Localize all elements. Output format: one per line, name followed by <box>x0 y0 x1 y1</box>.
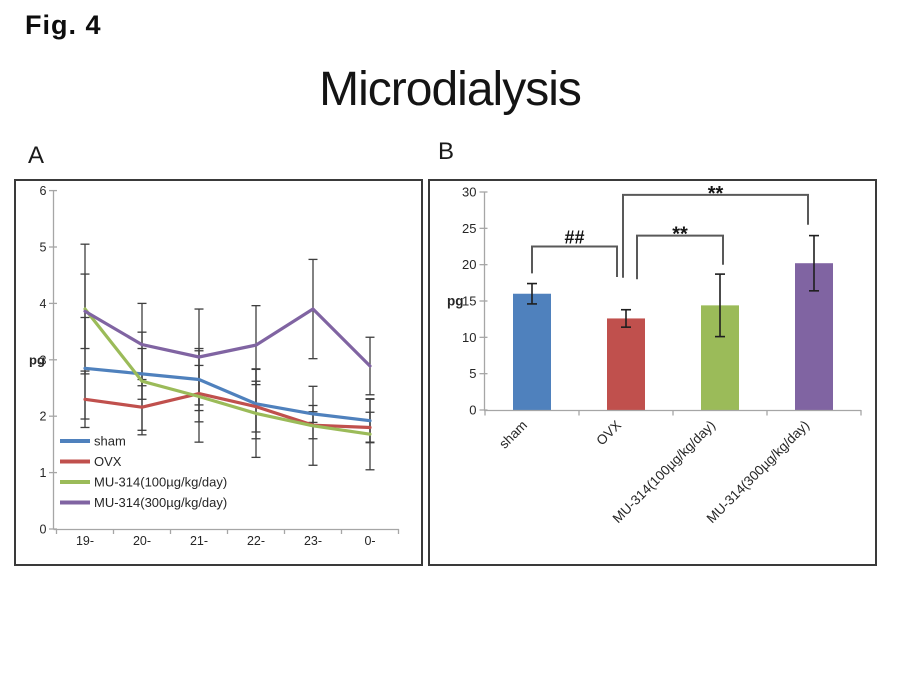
x-axis-label-OVX: OVX <box>593 418 624 449</box>
panel-b-letter: B <box>438 138 455 165</box>
panel-a-letter: A <box>28 142 45 169</box>
bar-OVX <box>607 318 645 410</box>
y-axis-tick-label: 3 <box>40 353 47 367</box>
significance-label: ## <box>564 228 584 248</box>
x-axis-label-MU-314(100µg/kg/day): MU-314(100µg/kg/day) <box>610 418 718 526</box>
significance-label: ** <box>708 183 724 205</box>
figure-number: Fig. 4 <box>25 10 102 40</box>
legend-label: MU-314(100µg/kg/day) <box>94 475 227 490</box>
y-axis-tick-label: 25 <box>462 221 476 236</box>
legend-item-MU-314(300µg/kg/day): MU-314(300µg/kg/day) <box>60 495 227 510</box>
series-line-sham <box>83 366 372 423</box>
y-axis-tick-label: 0 <box>40 523 47 537</box>
x-axis-label-MU-314(300µg/kg/day): MU-314(300µg/kg/day) <box>704 418 812 526</box>
significance-bracket <box>622 193 809 278</box>
bar-sham <box>513 293 551 410</box>
legend-item-MU-314(100µg/kg/day): MU-314(100µg/kg/day) <box>60 475 227 490</box>
x-axis-tick-label: 21- <box>190 534 208 548</box>
y-axis-tick-label: 2 <box>40 410 47 424</box>
legend-label: OVX <box>94 454 122 469</box>
y-axis-tick-label: 20 <box>462 257 476 272</box>
line-chart: 0 1 2 3 4 5 6 pg 19- 20- 21- 22- 23- 0- sham OVX MU-314(… <box>29 184 400 548</box>
legend-item-sham: sham <box>60 434 126 449</box>
significance-bracket <box>636 234 724 280</box>
x-axis-label-sham: sham <box>496 418 530 452</box>
series-line-MU-314(300µg/kg/day) <box>83 307 372 368</box>
y-axis-tick-label: 0 <box>469 403 476 418</box>
x-axis-tick-label: 22- <box>247 534 265 548</box>
bar-chart: 0 5 10 15 20 25 30 pg sham OVXMU-314(100µg/kg/day… <box>447 183 862 526</box>
figure-title: Microdialysis <box>319 63 582 116</box>
series-line-OVX <box>83 392 372 430</box>
y-axis-title: pg <box>29 352 45 367</box>
x-axis-tick-label: 23- <box>304 534 322 548</box>
x-axis-tick-label: 20- <box>133 534 151 548</box>
x-axis-tick-label: 0- <box>364 534 375 548</box>
y-axis-tick-label: 4 <box>40 297 47 311</box>
y-axis-tick-label: 1 <box>40 466 47 480</box>
y-axis-tick-label: 5 <box>469 366 476 381</box>
x-axis-tick-label: 19- <box>76 534 94 548</box>
y-axis-tick-label: 30 <box>462 185 476 200</box>
y-axis-tick-label: 10 <box>462 330 476 345</box>
legend-label: sham <box>94 434 126 449</box>
panel-b-box: 0 5 10 15 20 25 30 pg sham OVX MU-314(100µg/kg/day… <box>428 179 877 566</box>
series-line-MU-314(100µg/kg/day) <box>83 307 372 436</box>
y-axis-tick-label: 15 <box>462 294 476 309</box>
y-axis-title: pg <box>447 294 464 309</box>
y-axis-tick-label: 6 <box>40 184 47 198</box>
panel-a-box: 0 1 2 3 4 5 6 pg 19- 20- 21- 22- 23- 0- sham OVX MU-314(… <box>14 179 423 566</box>
legend-label: MU-314(300µg/kg/day) <box>94 495 227 510</box>
significance-bracket <box>531 245 618 277</box>
significance-label: ** <box>672 224 688 246</box>
legend-item-OVX: OVX <box>60 454 122 469</box>
y-axis-tick-label: 5 <box>40 241 47 255</box>
